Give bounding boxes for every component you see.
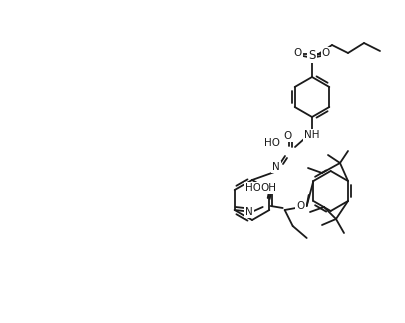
Text: O: O bbox=[296, 201, 304, 211]
Text: O: O bbox=[293, 48, 301, 58]
Text: OH: OH bbox=[245, 185, 261, 195]
Text: N: N bbox=[271, 162, 279, 172]
Text: OH: OH bbox=[260, 183, 276, 193]
Text: NH: NH bbox=[303, 130, 319, 140]
Text: S: S bbox=[307, 48, 315, 61]
Text: O: O bbox=[321, 48, 329, 58]
Text: HO: HO bbox=[263, 138, 279, 148]
Text: N: N bbox=[244, 207, 252, 217]
Text: O: O bbox=[283, 131, 292, 141]
Text: HO: HO bbox=[245, 183, 261, 193]
